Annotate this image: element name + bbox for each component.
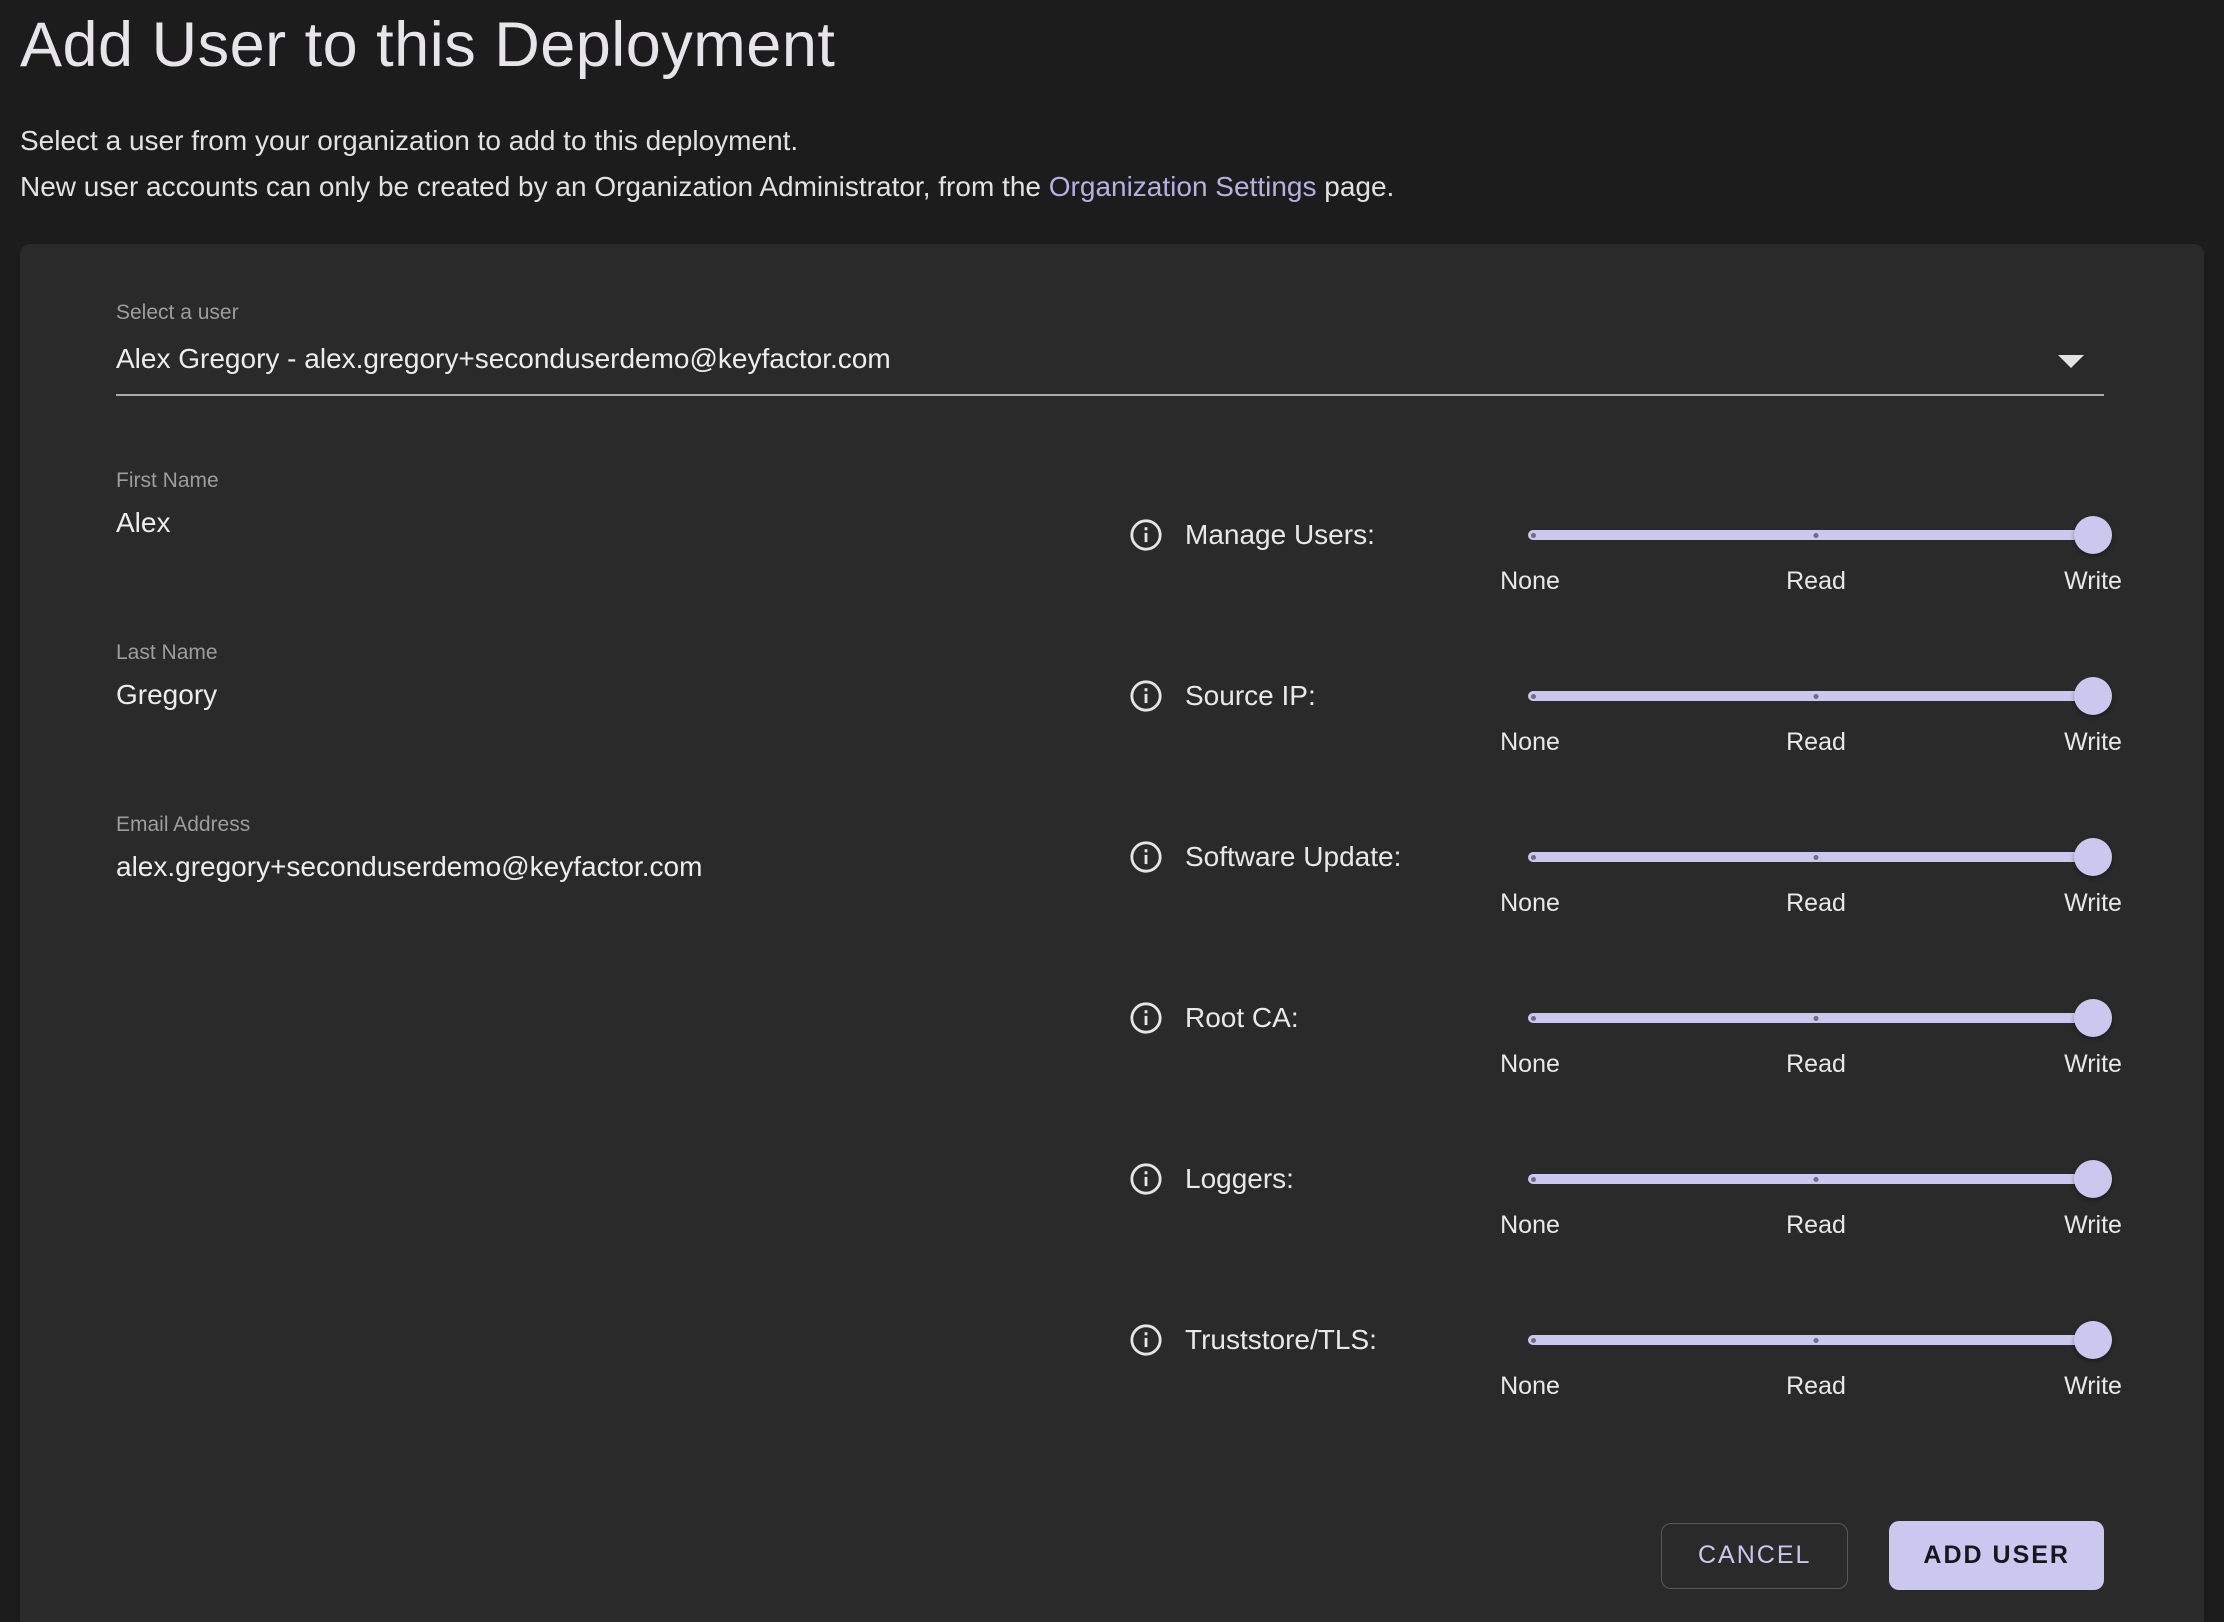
dropdown-arrow-icon[interactable] [2058,355,2084,368]
slider-label-read: Read [1786,889,1846,917]
subtitle-line-2: New user accounts can only be created by… [20,164,2204,210]
permission-row: Loggers: None Read [1129,1160,2122,1243]
slider-label-write: Write [2064,728,2122,756]
user-select-label: Select a user [116,301,239,324]
slider-tick-read [1813,1176,1819,1182]
permission-slider: None Read Write [1500,999,2122,1082]
slider-label-read: Read [1786,728,1846,756]
slider-label-write: Write [2064,1211,2122,1239]
info-icon[interactable] [1129,840,1163,874]
slider-label-write: Write [2064,567,2122,595]
slider-tick-none [1531,1015,1536,1021]
slider-track[interactable] [1528,1160,2112,1198]
permission-label: Source IP: [1185,680,1316,711]
slider-tick-none [1531,1337,1536,1343]
info-icon[interactable] [1129,1001,1163,1035]
slider-label-none: None [1500,1372,1560,1400]
subtitle-line-2-prefix: New user accounts can only be created by… [20,171,1049,202]
slider-label-read: Read [1786,1372,1846,1400]
field-group: Last Name Gregory [116,640,1129,712]
field-group: Email Address alex.gregory+seconduserdem… [116,812,1129,884]
slider-label-none: None [1500,1211,1560,1239]
permission-label: Truststore/TLS: [1185,1324,1377,1355]
field-label: First Name [116,469,219,492]
dialog-actions: CANCEL ADD USER [1661,1521,2104,1590]
page-header: Add User to this Deployment Select a use… [0,0,2224,210]
slider-tick-none [1531,854,1536,860]
slider-label-none: None [1500,728,1560,756]
field-value: alex.gregory+seconduserdemo@keyfactor.co… [116,851,703,882]
permission-row: Source IP: None Read [1129,677,2122,760]
permission-slider: None Read Write [1500,1321,2122,1404]
slider-thumb[interactable] [2074,516,2112,554]
page-title: Add User to this Deployment [20,10,836,80]
user-details: First Name Alex Last Name Gregory Email … [116,468,1129,1482]
slider-label-write: Write [2064,1050,2122,1078]
permission-row: Truststore/TLS: None Read [1129,1321,2122,1404]
slider-thumb[interactable] [2074,999,2112,1037]
user-select-group: Select a user Alex Gregory - alex.gregor… [116,300,2104,396]
add-user-card: Select a user Alex Gregory - alex.gregor… [20,244,2204,1622]
permission-slider: None Read Write [1500,677,2122,760]
permission-label: Software Update: [1185,841,1402,872]
permission-slider: None Read Write [1500,516,2122,599]
permission-slider: None Read Write [1500,838,2122,921]
slider-tick-read [1813,532,1819,538]
permission-label: Manage Users: [1185,519,1375,550]
field-label: Last Name [116,641,218,664]
slider-label-write: Write [2064,889,2122,917]
permission-row: Manage Users: None Read [1129,516,2122,599]
cancel-button[interactable]: CANCEL [1661,1522,1849,1589]
page-subtitle: Select a user from your organization to … [20,118,2204,210]
field-value: Alex [116,507,171,538]
slider-label-none: None [1500,567,1560,595]
permission-slider: None Read Write [1500,1160,2122,1243]
slider-thumb[interactable] [2074,1321,2112,1359]
slider-thumb[interactable] [2074,677,2112,715]
user-select[interactable]: Alex Gregory - alex.gregory+seconduserde… [116,342,2104,396]
slider-label-none: None [1500,1050,1560,1078]
subtitle-line-2-suffix: page. [1316,171,1395,202]
slider-track[interactable] [1528,516,2112,554]
permission-row: Software Update: None Read [1129,838,2122,921]
slider-track[interactable] [1528,1321,2112,1359]
field-label: Email Address [116,813,251,836]
permission-label: Root CA: [1185,1002,1299,1033]
slider-label-read: Read [1786,1050,1846,1078]
slider-track[interactable] [1528,999,2112,1037]
slider-thumb[interactable] [2074,1160,2112,1198]
slider-tick-read [1813,1337,1819,1343]
field-group: First Name Alex [116,468,1129,540]
slider-tick-read [1813,854,1819,860]
slider-label-read: Read [1786,567,1846,595]
field-value: Gregory [116,679,218,710]
info-icon[interactable] [1129,1162,1163,1196]
slider-thumb[interactable] [2074,838,2112,876]
permissions-list: Manage Users: None Read [1129,468,2122,1482]
slider-tick-read [1813,1015,1819,1021]
organization-settings-link[interactable]: Organization Settings [1048,171,1317,202]
slider-label-write: Write [2064,1372,2122,1400]
slider-tick-none [1531,1176,1536,1182]
slider-tick-read [1813,693,1819,699]
permission-label: Loggers: [1185,1163,1294,1194]
slider-tick-none [1531,693,1536,699]
user-select-value: Alex Gregory - alex.gregory+seconduserde… [116,343,891,374]
add-user-button[interactable]: ADD USER [1889,1521,2104,1590]
slider-track[interactable] [1528,838,2112,876]
slider-track[interactable] [1528,677,2112,715]
slider-label-none: None [1500,889,1560,917]
info-icon[interactable] [1129,518,1163,552]
info-icon[interactable] [1129,1323,1163,1357]
slider-label-read: Read [1786,1211,1846,1239]
permission-row: Root CA: None Read [1129,999,2122,1082]
slider-tick-none [1531,532,1536,538]
subtitle-line-1: Select a user from your organization to … [20,125,799,156]
info-icon[interactable] [1129,679,1163,713]
